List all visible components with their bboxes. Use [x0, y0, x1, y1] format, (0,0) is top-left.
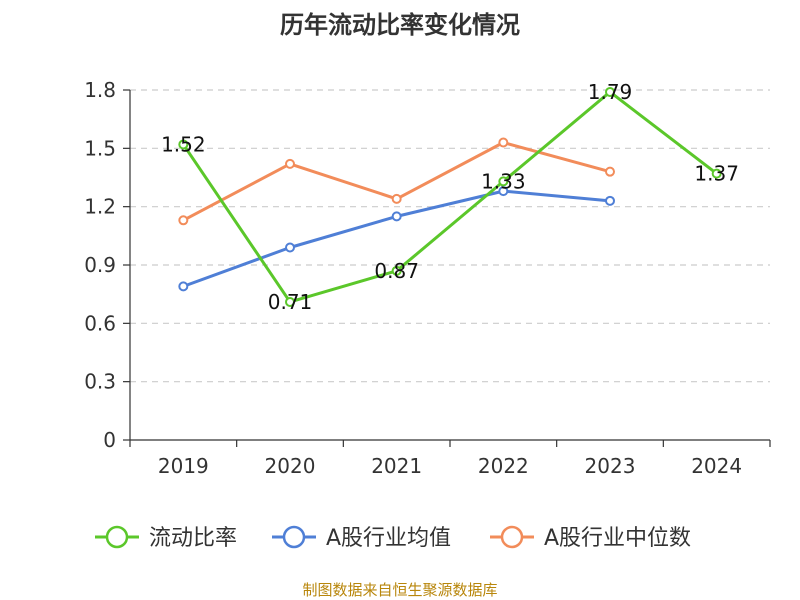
x-tick-label: 2022	[478, 454, 529, 478]
series-lines	[182, 90, 718, 304]
y-tick-label: 1.2	[84, 195, 116, 219]
data-point	[498, 137, 509, 148]
data-point	[178, 215, 189, 226]
x-tick-label: 2021	[371, 454, 422, 478]
data-point	[391, 211, 402, 222]
data-labels: 1.52 0.71 0.87 1.33 1.79 1.37	[161, 80, 739, 314]
data-point	[285, 296, 295, 307]
y-tick-label: 0.6	[84, 311, 116, 335]
legend-label: A股行业均值	[326, 526, 451, 551]
data-label: 1.37	[694, 162, 739, 186]
data-label: 0.71	[268, 290, 313, 314]
axes: 0 0.3 0.6 0.9 1.2 1.5 1.8 2019 2020 2021 2022 2023 2…	[84, 78, 771, 478]
data-point	[605, 195, 615, 206]
data-point	[605, 86, 615, 97]
legend-label: 流动比率	[149, 526, 237, 551]
data-point	[391, 265, 402, 276]
data-point	[178, 281, 189, 292]
legend-swatch-marker	[500, 525, 524, 549]
data-point	[498, 176, 509, 187]
data-label: 1.33	[481, 169, 526, 193]
data-point	[498, 186, 509, 197]
y-tick-label: 1.5	[84, 136, 116, 160]
series-points	[178, 86, 722, 307]
data-point	[178, 139, 189, 150]
data-point	[605, 166, 615, 177]
grid	[130, 89, 770, 383]
data-label: 1.52	[161, 132, 206, 156]
data-point	[391, 193, 402, 204]
series-line-2	[182, 141, 611, 222]
series-line-0	[182, 90, 718, 304]
data-label: 0.87	[374, 259, 419, 283]
y-tick-label: 1.8	[84, 78, 116, 102]
source-note: 制图数据来自恒生聚源数据库	[302, 581, 497, 599]
y-tick-label: 0.9	[84, 253, 116, 277]
data-point	[285, 158, 295, 169]
data-label: 1.79	[588, 80, 633, 104]
x-tick-label: 2024	[691, 454, 742, 478]
y-tick-label: 0	[103, 428, 116, 452]
data-point	[711, 168, 722, 179]
legend-swatch-marker	[105, 525, 129, 549]
legend-label: A股行业中位数	[544, 526, 691, 551]
legend-swatch-marker	[282, 525, 306, 549]
chart-title: 历年流动比率变化情况	[280, 11, 520, 39]
x-tick-label: 2019	[158, 454, 209, 478]
y-tick-label: 0.3	[84, 370, 116, 394]
x-tick-label: 2020	[265, 454, 316, 478]
data-point	[285, 242, 295, 253]
legend: 流动比率 A股行业均值 A股行业中位数	[95, 525, 691, 551]
x-tick-label: 2023	[585, 454, 636, 478]
